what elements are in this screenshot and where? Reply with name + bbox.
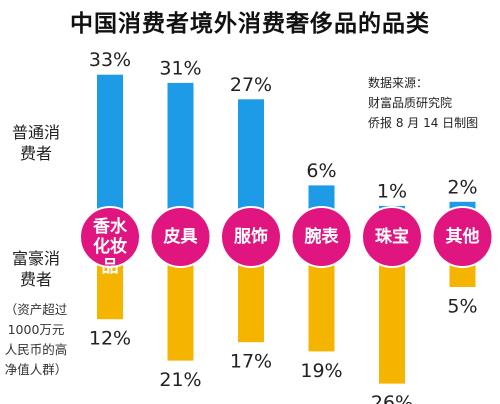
category-label: 皮具 [163, 227, 198, 247]
value-label: 26% [371, 392, 413, 404]
series-label: 富豪消费者 [11, 249, 60, 289]
value-label: 17% [230, 351, 272, 373]
category-label: 珠宝 [375, 227, 409, 247]
category-label: 其他 [445, 227, 480, 247]
source: 财富品质研究院 [368, 96, 453, 110]
category-label: 腕表 [304, 227, 339, 247]
value-label: 21% [159, 369, 201, 391]
note: （资产超过1000万元人民币的高净值人群） [4, 302, 68, 377]
category-label: 香水化妆品 [93, 217, 127, 277]
value-label: 33% [89, 49, 131, 71]
category-badge [361, 206, 423, 268]
value-label: 1% [377, 180, 407, 202]
value-label: 31% [159, 57, 201, 79]
source: 数据来源： [368, 76, 429, 90]
value-label: 6% [306, 160, 336, 182]
category-badge [431, 206, 494, 268]
chart-title: 中国消费者境外消费奢侈品的品类 [70, 11, 430, 37]
value-label: 2% [447, 176, 477, 198]
value-label: 19% [300, 360, 342, 382]
category-badge [79, 206, 141, 268]
series-label: 普通消费者 [11, 123, 60, 163]
category-badge [149, 206, 212, 268]
category-badge [220, 206, 282, 268]
category-badge [290, 206, 353, 268]
value-label: 12% [89, 328, 131, 350]
value-label: 27% [230, 74, 272, 96]
value-label: 5% [447, 296, 477, 318]
source: 侨报 8 月 14 日制图 [368, 116, 479, 130]
category-label: 服饰 [234, 227, 268, 247]
